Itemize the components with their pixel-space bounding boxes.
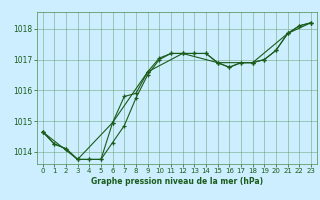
X-axis label: Graphe pression niveau de la mer (hPa): Graphe pression niveau de la mer (hPa)	[91, 177, 263, 186]
